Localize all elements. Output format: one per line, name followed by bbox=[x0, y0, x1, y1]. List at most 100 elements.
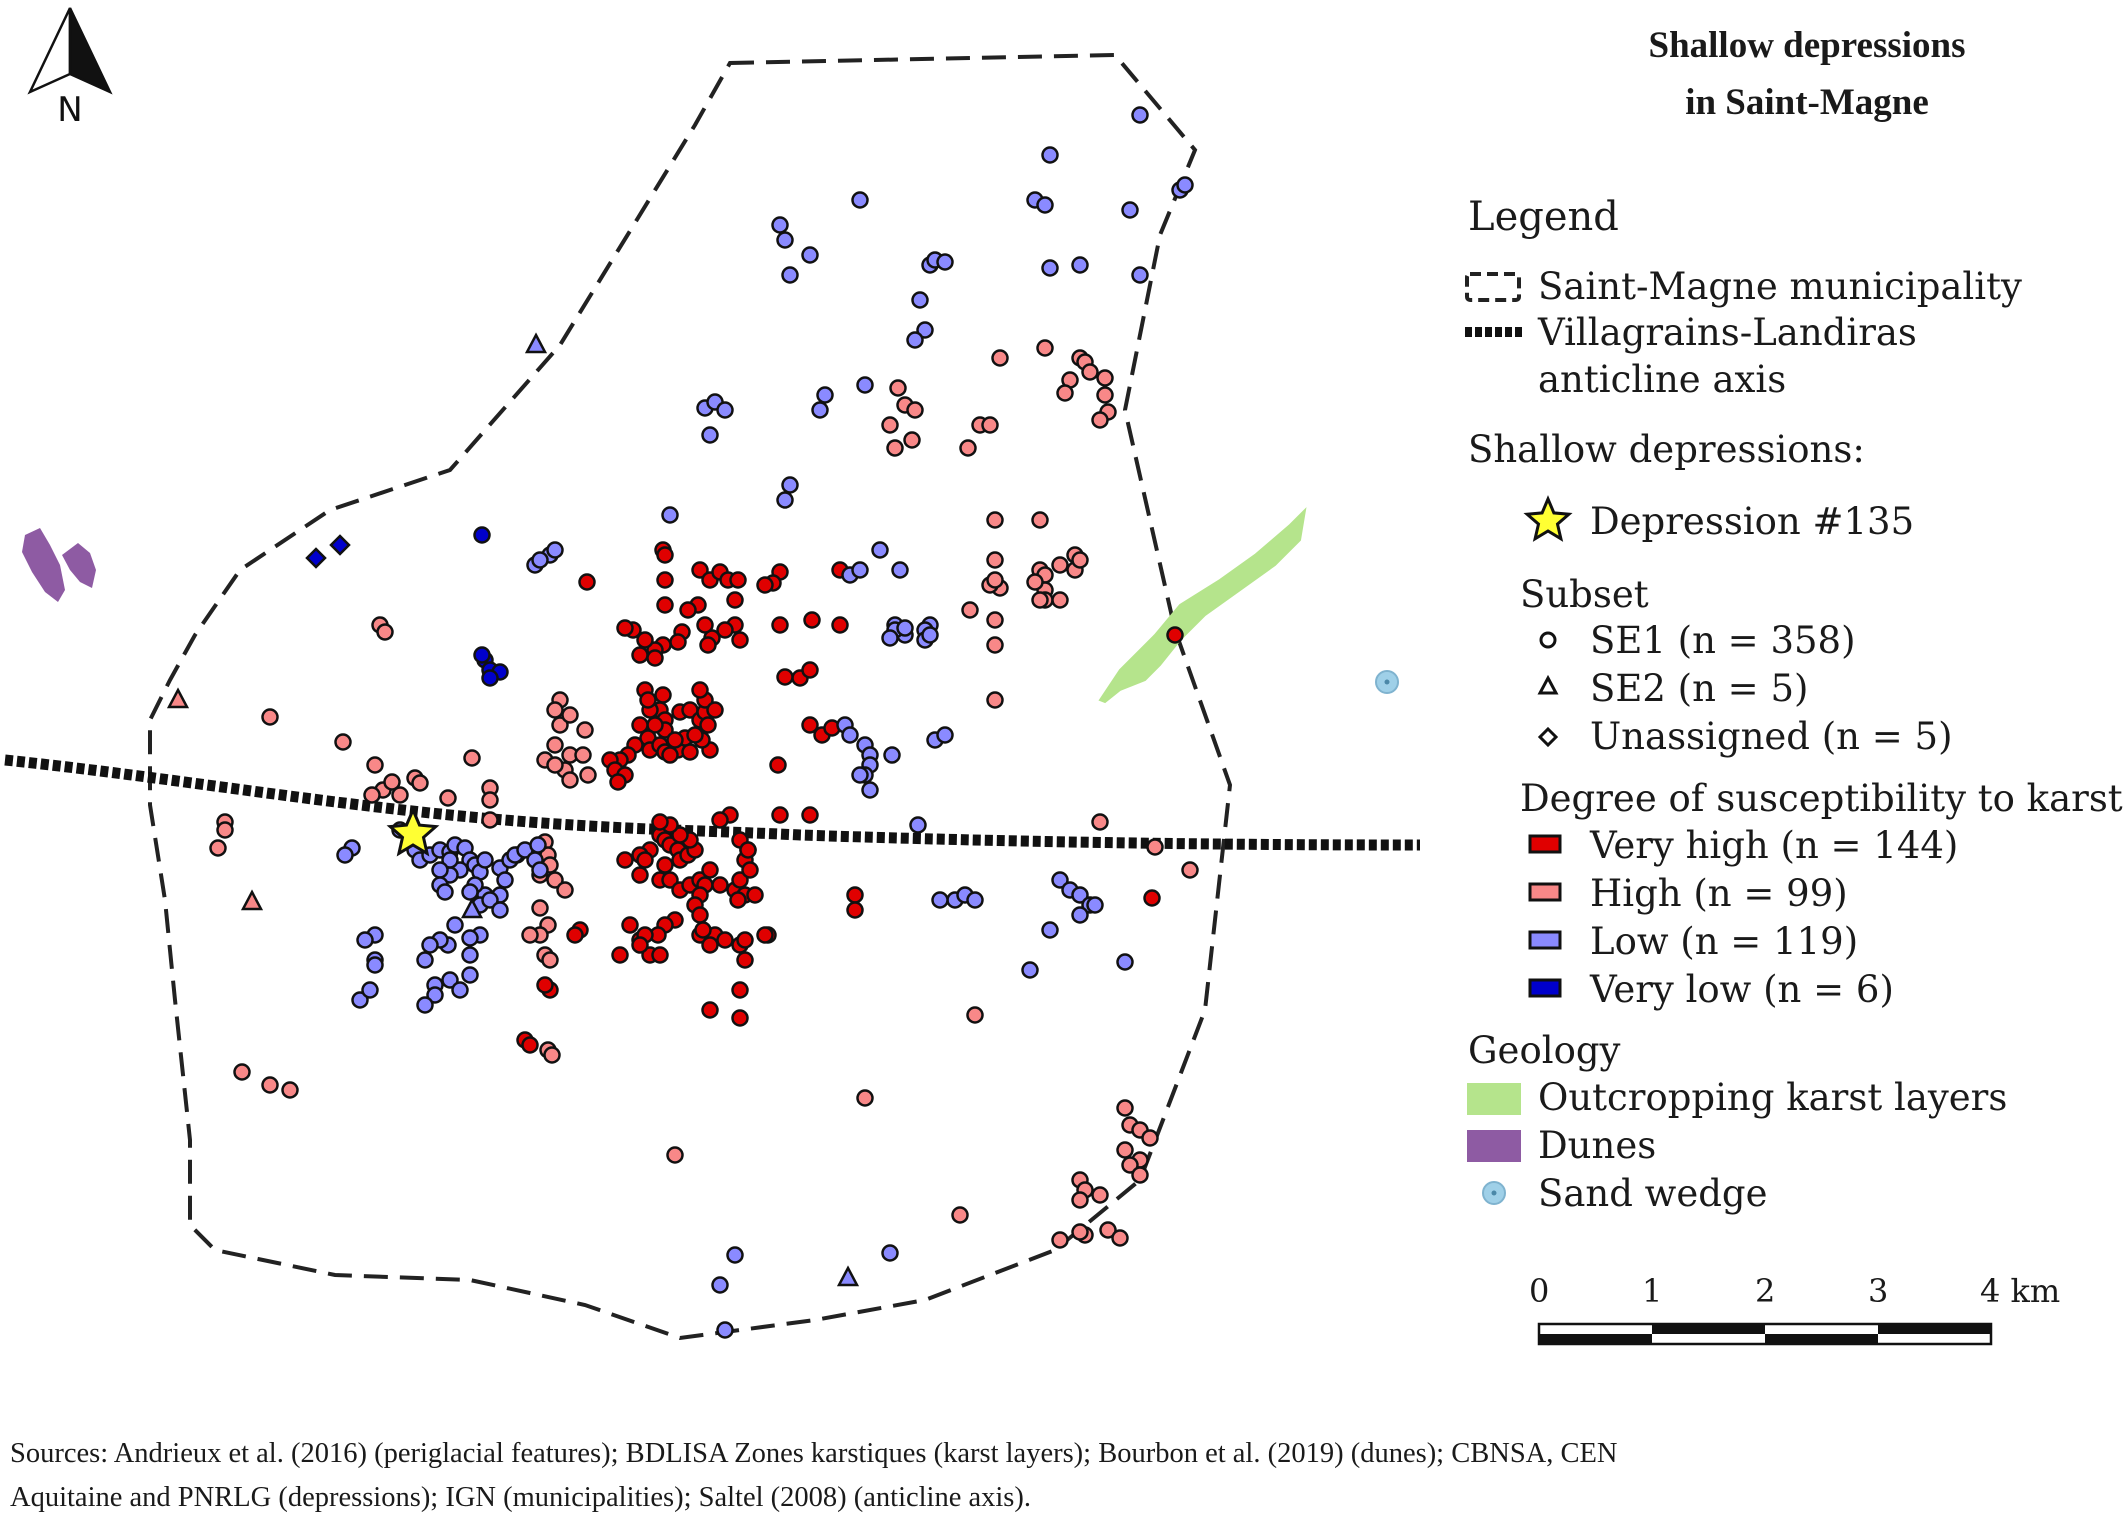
legend-unassigned-label: Unassigned (n = 5) bbox=[1590, 715, 1953, 758]
low-depression-point bbox=[851, 561, 869, 579]
high-depression-point bbox=[576, 721, 594, 739]
high-depression-point bbox=[391, 786, 409, 804]
high-depression-point bbox=[1096, 386, 1114, 404]
very-high-depression-point bbox=[696, 616, 714, 634]
high-depression-point bbox=[541, 951, 559, 969]
very-high-depression-point bbox=[631, 936, 649, 954]
low-depression-point bbox=[716, 1321, 734, 1339]
very-high-depression-point bbox=[716, 931, 734, 949]
high-depression-point bbox=[366, 756, 384, 774]
high-depression-point bbox=[966, 1006, 984, 1024]
legend-heading: Legend bbox=[1468, 194, 1619, 240]
high-depression-point bbox=[1096, 369, 1114, 387]
low-depression-point bbox=[441, 851, 459, 869]
high-depression-point bbox=[546, 871, 564, 889]
low-depression-point bbox=[911, 291, 929, 309]
depression-points bbox=[166, 106, 1199, 1339]
low-depression-point bbox=[476, 851, 494, 869]
unassigned-diamond bbox=[329, 534, 351, 556]
high-depression-point bbox=[1091, 813, 1109, 831]
very-high-depression-point bbox=[739, 841, 757, 859]
municipality-boundary bbox=[148, 52, 1233, 1341]
very-high-depression-point bbox=[661, 871, 679, 889]
very-high-depression-point bbox=[566, 926, 584, 944]
very-high-depression-point bbox=[741, 861, 759, 879]
high-depression-point bbox=[363, 786, 381, 804]
low-depression-point bbox=[426, 986, 444, 1004]
legend-karst-swatch bbox=[1467, 1083, 1521, 1115]
legend-municipality-label: Saint-Magne municipality bbox=[1538, 265, 2022, 308]
low-depression-point bbox=[1041, 259, 1059, 277]
low-depression-point bbox=[351, 991, 369, 1009]
low-depression-point bbox=[776, 231, 794, 249]
high-depression-point bbox=[1036, 339, 1054, 357]
low-depression-point bbox=[531, 551, 549, 569]
low-depression-point bbox=[1036, 196, 1054, 214]
high-depression-point bbox=[1099, 1221, 1117, 1239]
north-arrow-label: N bbox=[57, 90, 82, 130]
very-high-depression-point bbox=[651, 946, 669, 964]
very-high-depression-point bbox=[746, 886, 764, 904]
legend-se2-label: SE2 (n = 5) bbox=[1590, 667, 1809, 710]
low-depression-point bbox=[726, 1246, 744, 1264]
high-depression-point bbox=[1031, 591, 1049, 609]
high-depression-point bbox=[1091, 1186, 1109, 1204]
very-high-depression-point bbox=[694, 921, 712, 939]
high-depression-point bbox=[886, 439, 904, 457]
legend-very-low-swatch bbox=[1528, 978, 1562, 998]
high-se2-triangle bbox=[166, 687, 190, 709]
high-depression-point bbox=[1141, 1129, 1159, 1147]
low-depression-point bbox=[431, 861, 449, 879]
very-high-depression-point bbox=[656, 596, 674, 614]
very-high-depression-point bbox=[731, 631, 749, 649]
very-high-depression-point bbox=[846, 901, 864, 919]
low-depression-point bbox=[416, 951, 434, 969]
high-depression-point bbox=[961, 601, 979, 619]
low-depression-point bbox=[1071, 906, 1089, 924]
high-depression-point bbox=[986, 511, 1004, 529]
very-high-depression-point bbox=[609, 773, 627, 791]
very-high-depression-point bbox=[681, 743, 699, 761]
unassigned-diamond bbox=[305, 547, 327, 569]
low-depression-point bbox=[441, 971, 459, 989]
low-depression-point bbox=[896, 619, 914, 637]
very-high-depression-point bbox=[679, 601, 697, 619]
low-depression-point bbox=[851, 766, 869, 784]
very-high-depression-point bbox=[521, 1036, 539, 1054]
low-se2-triangle bbox=[460, 897, 484, 919]
legend-star-icon bbox=[1523, 495, 1573, 542]
very-low-depression-point bbox=[473, 526, 491, 544]
high-depression-point bbox=[1116, 1141, 1134, 1159]
very-high-depression-point bbox=[716, 621, 734, 639]
scale-label-4: 4 km bbox=[1980, 1272, 2061, 1310]
low-depression-point bbox=[531, 861, 549, 879]
map-title-line2: in Saint-Magne bbox=[1685, 82, 1929, 123]
low-depression-point bbox=[461, 883, 479, 901]
legend-subset-heading: Subset bbox=[1520, 573, 1649, 616]
high-depression-point bbox=[1056, 384, 1074, 402]
map-title: Shallow depressions in Saint-Magne bbox=[1567, 17, 2047, 131]
high-depression-point bbox=[1181, 861, 1199, 879]
low-se2-triangle bbox=[524, 332, 548, 354]
high-depression-point bbox=[383, 773, 401, 791]
low-depression-point bbox=[451, 981, 469, 999]
high-depression-point bbox=[281, 1081, 299, 1099]
legend-depressions-heading: Shallow depressions: bbox=[1468, 428, 1865, 471]
low-depression-point bbox=[336, 846, 354, 864]
low-depression-point bbox=[1131, 106, 1149, 124]
high-depression-point bbox=[1051, 591, 1069, 609]
high-depression-point bbox=[561, 771, 579, 789]
very-high-depression-point bbox=[706, 701, 724, 719]
very-high-depression-point bbox=[801, 661, 819, 679]
low-depression-point bbox=[801, 246, 819, 264]
very-high-depression-point bbox=[1143, 889, 1161, 907]
very-high-depression-point bbox=[691, 681, 709, 699]
very-high-depression-point bbox=[701, 936, 719, 954]
high-depression-point bbox=[261, 1076, 279, 1094]
high-depression-point bbox=[986, 636, 1004, 654]
low-depression-point bbox=[1176, 176, 1194, 194]
map-title-line1: Shallow depressions bbox=[1648, 25, 1966, 66]
scale-label-3: 3 bbox=[1868, 1272, 1889, 1310]
very-high-depression-point bbox=[621, 916, 639, 934]
